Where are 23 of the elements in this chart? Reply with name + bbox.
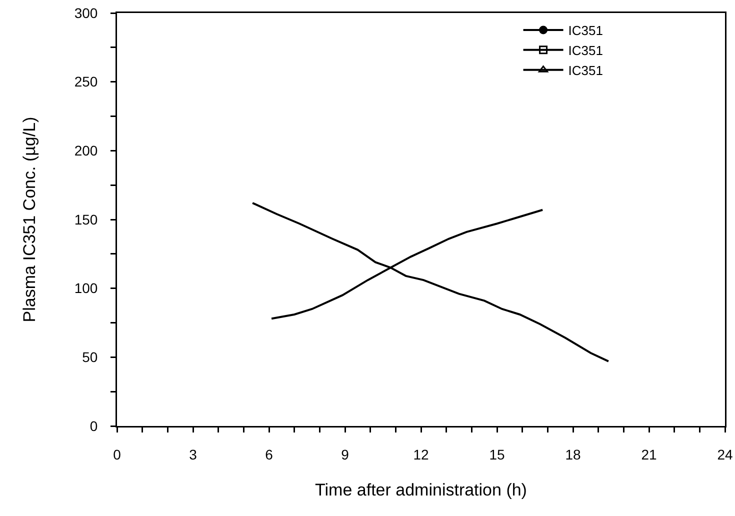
x-tick-label: 18 <box>565 446 581 462</box>
x-tick-label: 3 <box>189 446 198 462</box>
legend-label: IC351 <box>568 23 603 38</box>
x-axis-title: Time after administration (h) <box>315 480 527 500</box>
x-tick-label: 0 <box>113 446 122 462</box>
y-tick-label: 200 <box>74 142 98 159</box>
y-tick-label: 0 <box>90 418 98 434</box>
y-tick-label: 100 <box>74 280 98 296</box>
x-tick-label: 21 <box>641 446 657 462</box>
x-tick-label: 12 <box>413 446 429 462</box>
x-tick-label: 6 <box>265 446 274 462</box>
y-tick-label: 150 <box>74 211 98 228</box>
y-tick-label: 50 <box>82 349 98 366</box>
line-series <box>252 202 610 362</box>
legend-label: IC351 <box>568 42 603 58</box>
x-tick-label: 9 <box>341 446 350 462</box>
line-series <box>270 208 544 320</box>
x-tick-label: 24 <box>717 446 733 462</box>
x-tick-label: 15 <box>489 446 505 462</box>
y-tick-label: 250 <box>74 74 98 90</box>
legend-label: IC351 <box>568 62 603 78</box>
y-tick-label: 300 <box>74 4 98 21</box>
y-axis-title: Plasma IC351 Conc. (µg/L) <box>20 116 40 322</box>
